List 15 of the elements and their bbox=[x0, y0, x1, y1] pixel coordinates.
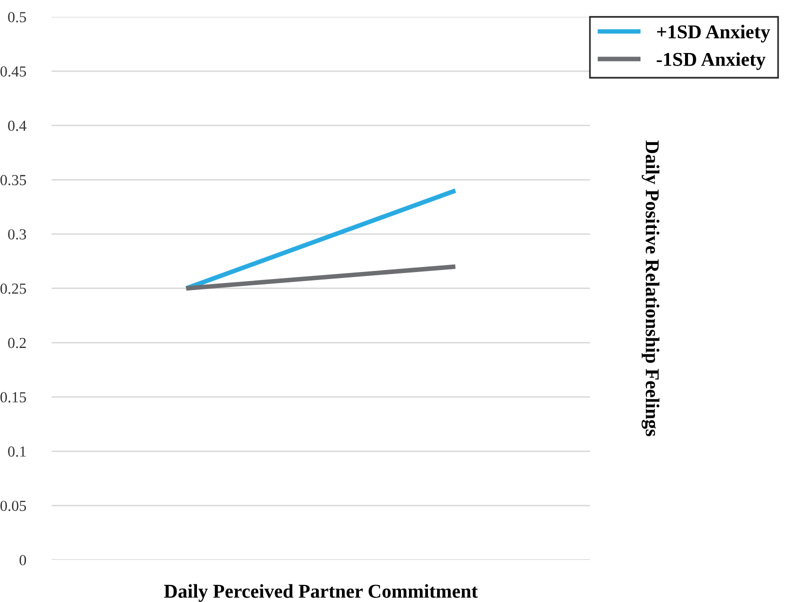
y-tick-label: 0.4 bbox=[8, 120, 26, 131]
y-tick-label: 0.15 bbox=[0, 392, 26, 402]
y-tick-label: 0.3 bbox=[8, 229, 26, 240]
x-axis-title: Daily Perceived Partner Commitment bbox=[164, 584, 478, 602]
legend-label: -1SD Anxiety bbox=[656, 52, 766, 70]
y-tick-label: 0.35 bbox=[0, 174, 26, 186]
y-axis-title: Daily Positive Relationship Feelings bbox=[642, 140, 660, 436]
y-tick-label: 0.1 bbox=[8, 446, 26, 457]
y-tick-label: 0.25 bbox=[0, 284, 26, 294]
y-tick-label: 0.45 bbox=[0, 66, 26, 77]
y-tick-label: 0.05 bbox=[0, 500, 26, 512]
y-tick-label: 0.2 bbox=[8, 338, 26, 348]
legend-label: +1SD Anxiety bbox=[657, 24, 770, 42]
y-tick-label: 0.5 bbox=[8, 12, 26, 22]
y-tick-label: 0 bbox=[20, 555, 26, 566]
